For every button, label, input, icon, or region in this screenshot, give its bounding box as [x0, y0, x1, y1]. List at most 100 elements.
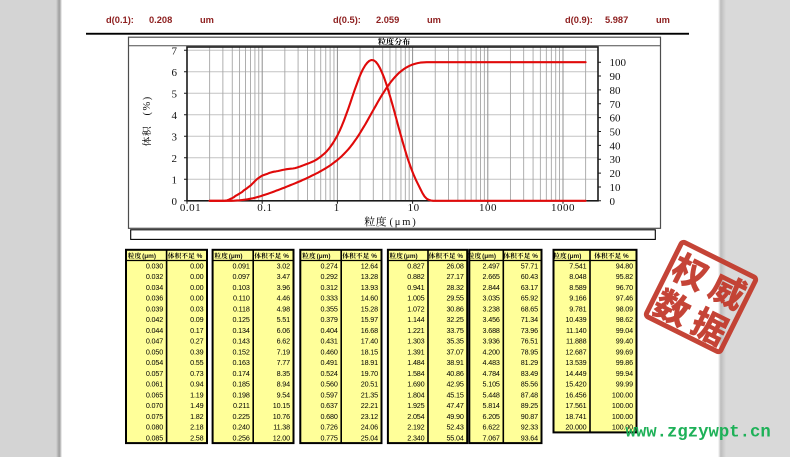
svg-text:81.29: 81.29 [521, 358, 538, 367]
svg-text:0.355: 0.355 [320, 304, 337, 313]
svg-text:0.73: 0.73 [190, 369, 204, 378]
svg-text:99.94: 99.94 [616, 369, 633, 378]
svg-text:4.200: 4.200 [483, 347, 500, 356]
svg-text:%: % [457, 253, 463, 260]
svg-text:um: um [427, 15, 441, 25]
svg-text:14.449: 14.449 [565, 369, 586, 378]
svg-text:0.110: 0.110 [233, 294, 250, 303]
svg-text:0.240: 0.240 [232, 423, 249, 432]
svg-text:0.036: 0.036 [146, 294, 163, 303]
svg-text:1.221: 1.221 [407, 326, 424, 335]
svg-text:(μm): (μm) [390, 217, 418, 228]
svg-text:(μm): (μm) [482, 253, 496, 260]
svg-text:3.035: 3.035 [483, 294, 500, 303]
svg-text:0.941: 0.941 [407, 283, 424, 292]
svg-text:2.192: 2.192 [407, 423, 424, 432]
svg-text:0.17: 0.17 [190, 326, 204, 335]
svg-text:98.62: 98.62 [616, 315, 633, 324]
svg-text:16.68: 16.68 [361, 326, 378, 335]
svg-text:1.303: 1.303 [407, 337, 424, 346]
svg-text:16.456: 16.456 [565, 390, 586, 399]
svg-text:0.050: 0.050 [146, 347, 163, 356]
svg-text:0.225: 0.225 [232, 412, 249, 421]
svg-text:0.174: 0.174 [232, 369, 249, 378]
svg-text:0.044: 0.044 [146, 326, 163, 335]
svg-text:55.04: 55.04 [446, 433, 463, 442]
svg-text:%: % [197, 253, 203, 260]
svg-text:(μm): (μm) [317, 253, 331, 260]
svg-text:17.561: 17.561 [565, 401, 586, 410]
svg-text:0.047: 0.047 [146, 337, 163, 346]
svg-text:50: 50 [610, 127, 622, 139]
svg-text:8.94: 8.94 [277, 380, 291, 389]
svg-text:83.49: 83.49 [521, 369, 538, 378]
svg-text:1.484: 1.484 [407, 358, 424, 367]
svg-text:0.057: 0.057 [146, 369, 163, 378]
svg-text:0.091: 0.091 [232, 261, 249, 270]
svg-text:%: % [623, 253, 629, 260]
svg-text:5: 5 [172, 88, 178, 100]
svg-text:4.46: 4.46 [277, 294, 291, 303]
svg-text:0.292: 0.292 [320, 272, 337, 281]
svg-text:28.32: 28.32 [446, 283, 463, 292]
svg-text:15.97: 15.97 [361, 315, 378, 324]
svg-text:90: 90 [610, 71, 622, 83]
svg-text:17.40: 17.40 [361, 337, 378, 346]
svg-text:6.06: 6.06 [277, 326, 291, 335]
svg-text:13.93: 13.93 [361, 283, 378, 292]
svg-text:0.03: 0.03 [190, 304, 204, 313]
svg-text:78.95: 78.95 [521, 347, 538, 356]
svg-text:0.726: 0.726 [320, 423, 337, 432]
svg-text:11.140: 11.140 [566, 326, 587, 335]
svg-text:(μm): (μm) [404, 253, 418, 260]
svg-text:3.47: 3.47 [277, 272, 291, 281]
svg-text:0.256: 0.256 [232, 433, 249, 442]
svg-text:11.38: 11.38 [273, 423, 290, 432]
svg-text:99.04: 99.04 [616, 326, 633, 335]
svg-text:21.35: 21.35 [361, 390, 378, 399]
svg-text:0.103: 0.103 [232, 283, 249, 292]
svg-text:4.784: 4.784 [483, 369, 500, 378]
svg-text:um: um [656, 15, 670, 25]
svg-text:3.936: 3.936 [483, 337, 500, 346]
svg-text:20.51: 20.51 [361, 380, 378, 389]
svg-text:10.15: 10.15 [273, 401, 290, 410]
svg-text:2.18: 2.18 [190, 423, 204, 432]
svg-text:18.91: 18.91 [361, 358, 378, 367]
svg-text:12.64: 12.64 [361, 261, 378, 270]
svg-text:0.333: 0.333 [320, 294, 337, 303]
svg-text:0.080: 0.080 [146, 423, 163, 432]
svg-text:2: 2 [172, 153, 178, 165]
svg-text:4.98: 4.98 [277, 304, 291, 313]
svg-text:12.687: 12.687 [565, 347, 586, 356]
svg-text:7.77: 7.77 [277, 358, 291, 367]
svg-text:99.99: 99.99 [616, 380, 633, 389]
svg-text:1: 1 [172, 174, 178, 186]
svg-text:%: % [371, 253, 377, 260]
svg-text:15.28: 15.28 [361, 304, 378, 313]
svg-text:0.070: 0.070 [146, 401, 163, 410]
svg-text:2.844: 2.844 [483, 283, 500, 292]
svg-text:0.379: 0.379 [320, 315, 337, 324]
svg-text:10.76: 10.76 [273, 412, 290, 421]
svg-text:1.391: 1.391 [407, 347, 424, 356]
svg-text:0.152: 0.152 [232, 347, 249, 356]
svg-text:0.00: 0.00 [190, 283, 204, 292]
svg-text:9.166: 9.166 [569, 294, 586, 303]
svg-text:98.09: 98.09 [616, 304, 633, 313]
svg-text:0.524: 0.524 [320, 369, 337, 378]
svg-text:42.95: 42.95 [446, 380, 463, 389]
svg-text:1.072: 1.072 [407, 304, 424, 313]
svg-text:18.741: 18.741 [565, 412, 586, 421]
svg-text:0.00: 0.00 [190, 294, 204, 303]
svg-text:68.65: 68.65 [521, 304, 538, 313]
svg-text:0.55: 0.55 [190, 358, 204, 367]
svg-text:80: 80 [610, 85, 622, 97]
svg-text:10: 10 [408, 202, 420, 214]
svg-text:3.96: 3.96 [277, 283, 291, 292]
svg-text:71.34: 71.34 [521, 315, 538, 324]
svg-text:40.86: 40.86 [446, 369, 463, 378]
svg-text:2.340: 2.340 [407, 433, 424, 442]
svg-text:19.70: 19.70 [361, 369, 378, 378]
svg-text:5.51: 5.51 [277, 315, 291, 324]
